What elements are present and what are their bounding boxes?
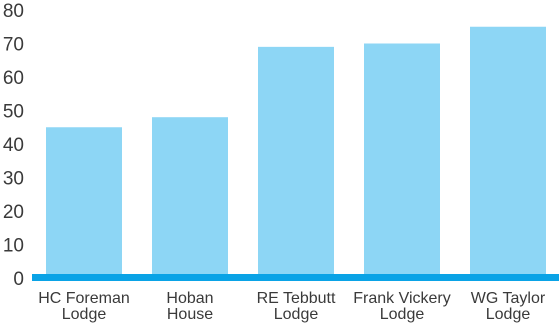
x-tick-label: Hoban House [166, 290, 213, 323]
x-tick-label-line: Lodge [274, 306, 319, 323]
x-tick-label-line: Hoban [166, 290, 213, 307]
y-tick-label: 50 [3, 102, 24, 123]
x-tick-label-line: Lodge [486, 306, 531, 323]
x-tick-label-line: Lodge [380, 306, 425, 323]
bar [258, 46, 334, 278]
bar [152, 117, 228, 278]
y-tick-label: 80 [3, 1, 24, 22]
x-tick-label-line: HC Foreman [38, 290, 130, 307]
x-tick-label-line: RE Tebbutt [257, 290, 336, 307]
y-tick-label: 60 [3, 68, 24, 89]
x-tick-label-line: Lodge [62, 306, 107, 323]
x-tick-label: Frank Vickery Lodge [353, 290, 451, 323]
x-tick-label-line: WG Taylor [471, 290, 546, 307]
bars-group [46, 26, 546, 278]
y-tick-label: 40 [3, 135, 24, 156]
x-tick-label: RE Tebbutt Lodge [257, 290, 336, 323]
x-tick-label: HC Foreman Lodge [38, 290, 130, 323]
x-tick-label-line: Frank Vickery [353, 290, 451, 307]
y-tick-label: 0 [13, 269, 24, 290]
y-tick-label: 30 [3, 169, 24, 190]
x-axis-baseline [32, 274, 559, 281]
baseline-group [32, 274, 559, 281]
x-tick-label-line: House [167, 306, 213, 323]
bar [470, 26, 546, 278]
bar [364, 43, 440, 278]
y-tick-label: 10 [3, 236, 24, 257]
bar [46, 127, 122, 278]
y-tick-label: 20 [3, 202, 24, 223]
y-tick-label: 70 [3, 35, 24, 56]
y-axis: 0 10 20 30 40 50 60 70 80 [3, 1, 24, 290]
x-tick-label: WG Taylor Lodge [471, 290, 546, 323]
